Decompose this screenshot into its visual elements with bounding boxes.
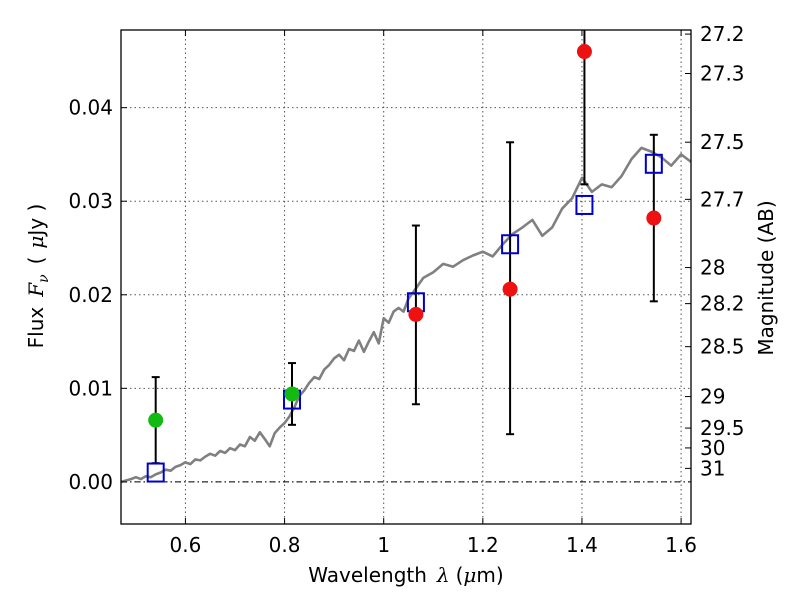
y2-tick-label: 28.2	[700, 292, 745, 316]
tick-labels-layer: 0.6 0.8 1 1.2 1.4 1.6 0.00 0.01 0.02 0.03 0.04 27.2…	[68, 22, 744, 557]
x-tick-label: 0.8	[269, 533, 301, 557]
model-photometry-point	[644, 153, 663, 174]
x-tick-label: 1.6	[665, 533, 697, 557]
y2-tick-label: 27.7	[700, 187, 745, 211]
y2-tick-label: 29	[700, 385, 725, 409]
grid-layer	[121, 30, 691, 524]
observed-flux-point	[576, 44, 592, 60]
y-tick-label: 0.02	[68, 283, 113, 307]
y2-tick-label: 28	[700, 256, 725, 280]
observed-flux-point	[284, 386, 300, 402]
y2-tick-label: 28.5	[700, 335, 745, 359]
y2-tick-label: 30	[700, 436, 725, 460]
y2-tick-label: 27.5	[700, 130, 745, 154]
model-photometry-point	[146, 462, 165, 483]
y-tick-label: 0.03	[68, 189, 113, 213]
points-layer	[146, 44, 663, 483]
observed-flux-point	[646, 210, 662, 226]
observed-flux-point	[148, 412, 164, 428]
y2-tick-label: 27.3	[700, 61, 745, 85]
y2-axis-label: Magnitude (AB)	[754, 200, 778, 355]
y-axis-label: FluxFν(μJy )	[24, 204, 52, 349]
x-tick-label: 0.6	[170, 533, 202, 557]
y-tick-label: 0.04	[68, 96, 113, 120]
ticks-layer	[121, 30, 691, 524]
y-tick-label: 0.01	[68, 376, 113, 400]
model-spectrum-line	[120, 146, 692, 484]
x-tick-label: 1.2	[467, 533, 499, 557]
model-photometry-point	[575, 194, 594, 215]
y2-tick-label: 31	[700, 456, 725, 480]
plot-frame	[120, 29, 692, 525]
observed-flux-point	[408, 306, 424, 322]
y2-tick-label: 27.2	[700, 22, 745, 46]
x-tick-label: 1.4	[566, 533, 598, 557]
x-axis-label: Wavelength λ (μm)	[308, 563, 503, 587]
model-photometry-point	[501, 234, 520, 255]
y-tick-label: 0.00	[68, 470, 113, 494]
y2-tick-label: 29.5	[700, 416, 745, 440]
model-spectrum-layer	[120, 146, 692, 484]
x-tick-label: 1	[377, 533, 390, 557]
observed-flux-point	[502, 281, 518, 297]
